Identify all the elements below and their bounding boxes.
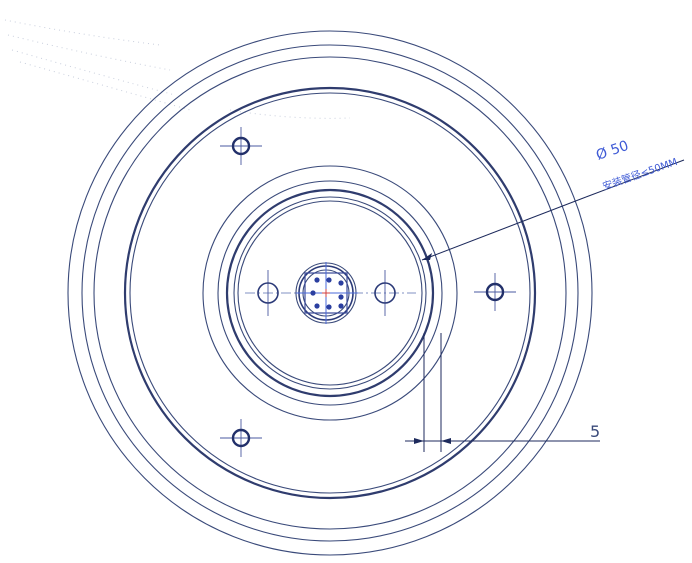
inner-ring-3 (225, 188, 435, 398)
outer-ring-3 (93, 56, 567, 530)
inner-hole-left (257, 270, 279, 316)
outer-ring-4 (123, 86, 537, 500)
inner-ring-5 (237, 200, 423, 386)
bolt-hole-right (474, 273, 516, 311)
inner-holes (257, 270, 396, 316)
bolt-hole-bottom-left (220, 419, 262, 457)
inner-ring-4 (233, 196, 427, 390)
offset-label: 5 (590, 422, 600, 441)
inner-hole-right (374, 270, 396, 316)
outer-ring-1 (67, 30, 593, 556)
central-hub (295, 262, 358, 324)
bolt-hole-top-left (220, 127, 262, 165)
outer-ring-2 (81, 44, 579, 542)
outer-bolt-holes (220, 127, 516, 457)
inner-rings (202, 165, 458, 421)
hub-pins (310, 277, 344, 310)
diameter-note: 安装管径≤50MM (601, 155, 679, 193)
faint-construction-marks (4, 19, 351, 119)
diameter-label: Ø 50 (594, 138, 631, 164)
offset-dimension: 5 (405, 333, 600, 452)
inner-ring-2 (217, 180, 443, 406)
outer-ring-5 (129, 92, 531, 494)
inner-ring-1 (202, 165, 458, 421)
outer-rings (67, 30, 593, 556)
